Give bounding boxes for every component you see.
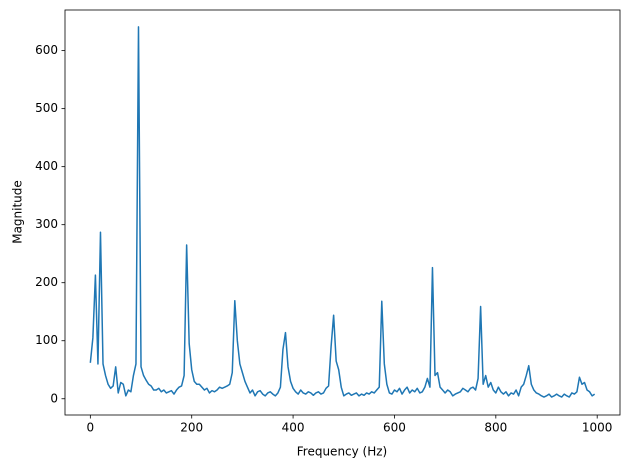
x-tick-label: 200: [180, 421, 203, 435]
x-tick-label: 800: [484, 421, 507, 435]
y-tick-label: 100: [35, 333, 58, 347]
x-tick-label: 600: [383, 421, 406, 435]
x-tick-label: 400: [282, 421, 305, 435]
y-tick-label: 200: [35, 275, 58, 289]
plot-frame: [64, 9, 621, 416]
x-tick-label: 1000: [582, 421, 613, 435]
y-tick-label: 300: [35, 217, 58, 231]
y-tick-label: 0: [50, 391, 58, 405]
y-tick-label: 400: [35, 159, 58, 173]
y-tick-label: 600: [35, 43, 58, 57]
line-series: [89, 26, 596, 398]
x-axis-label: Frequency (Hz): [297, 445, 388, 459]
x-tick-label: 0: [87, 421, 95, 435]
y-axis-label: Magnitude: [11, 180, 25, 244]
y-tick-label: 500: [35, 101, 58, 115]
